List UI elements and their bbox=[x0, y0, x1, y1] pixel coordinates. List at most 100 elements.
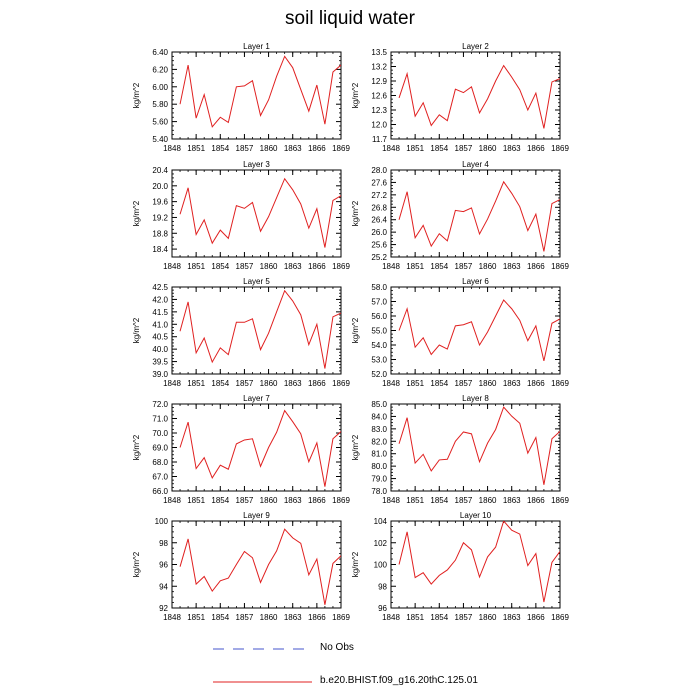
series-line-layer-10 bbox=[398, 521, 560, 603]
chart-title: soil liquid water bbox=[285, 8, 415, 29]
y-tick-label: 25.2 bbox=[371, 253, 387, 262]
x-tick-label: 1863 bbox=[284, 379, 302, 388]
x-tick-label: 1860 bbox=[260, 613, 278, 622]
x-tick-label: 1863 bbox=[284, 262, 302, 271]
x-tick-label: 1851 bbox=[187, 262, 205, 271]
y-axis-label: kg/m^2 bbox=[351, 317, 360, 343]
y-tick-label: 70.0 bbox=[152, 429, 168, 438]
y-tick-label: 100 bbox=[374, 561, 388, 570]
plot-frame bbox=[171, 403, 342, 492]
y-tick-label: 41.5 bbox=[152, 308, 168, 317]
x-tick-label: 1851 bbox=[187, 144, 205, 153]
x-tick-label: 1857 bbox=[236, 496, 254, 505]
series-line-layer-3 bbox=[179, 177, 341, 248]
series-line-layer-6 bbox=[398, 299, 560, 362]
plot-frame bbox=[171, 169, 342, 258]
x-tick-label: 1854 bbox=[211, 262, 229, 271]
y-tick-label: 40.5 bbox=[152, 333, 168, 342]
panel-title: Layer 3 bbox=[243, 160, 270, 169]
x-tick-label: 1854 bbox=[211, 379, 229, 388]
y-axis-label: kg/m^2 bbox=[351, 551, 360, 577]
x-tick-label: 1866 bbox=[527, 144, 545, 153]
x-tick-label: 1860 bbox=[479, 496, 497, 505]
y-tick-label: 68.0 bbox=[152, 458, 168, 467]
x-tick-label: 1869 bbox=[332, 496, 350, 505]
panel-title: Layer 9 bbox=[243, 511, 270, 520]
x-tick-label: 1866 bbox=[527, 379, 545, 388]
x-tick-label: 1863 bbox=[503, 613, 521, 622]
y-tick-label: 82.0 bbox=[371, 437, 387, 446]
x-tick-label: 1857 bbox=[455, 144, 473, 153]
plot-frame bbox=[390, 286, 561, 375]
x-tick-label: 1848 bbox=[163, 379, 181, 388]
panel-title: Layer 1 bbox=[243, 42, 270, 51]
x-tick-label: 1848 bbox=[163, 262, 181, 271]
y-tick-label: 13.5 bbox=[371, 48, 387, 57]
x-tick-label: 1851 bbox=[187, 379, 205, 388]
x-tick-label: 1851 bbox=[406, 496, 424, 505]
x-tick-label: 1848 bbox=[163, 144, 181, 153]
x-tick-label: 1851 bbox=[406, 613, 424, 622]
series-line-layer-8 bbox=[398, 406, 560, 485]
panel-layer-1: Layer 1 kg/m^2 1848 1851 1854 1857 1860 1863 186… bbox=[132, 42, 350, 153]
y-tick-label: 58.0 bbox=[371, 283, 387, 292]
x-tick-label: 1851 bbox=[187, 496, 205, 505]
series-line-layer-7 bbox=[179, 409, 341, 487]
x-tick-label: 1851 bbox=[406, 262, 424, 271]
x-tick-label: 1866 bbox=[308, 613, 326, 622]
panel-layer-7: Layer 7 kg/m^2 1848 1851 1854 1857 1860 1863 186… bbox=[132, 394, 350, 505]
panel-layer-8: Layer 8 kg/m^2 1848 1851 1854 1857 1860 1863 186… bbox=[351, 394, 569, 505]
x-tick-label: 1851 bbox=[406, 379, 424, 388]
y-tick-label: 79.0 bbox=[371, 475, 387, 484]
y-tick-label: 6.40 bbox=[152, 48, 168, 57]
y-tick-label: 52.0 bbox=[371, 370, 387, 379]
x-tick-label: 1860 bbox=[479, 144, 497, 153]
y-tick-label: 5.40 bbox=[152, 135, 168, 144]
legend-swatches bbox=[213, 648, 312, 683]
x-tick-label: 1860 bbox=[260, 379, 278, 388]
y-tick-label: 56.0 bbox=[371, 312, 387, 321]
plot-frame bbox=[171, 51, 342, 140]
x-tick-label: 1863 bbox=[503, 379, 521, 388]
x-tick-label: 1863 bbox=[503, 144, 521, 153]
y-axis-label: kg/m^2 bbox=[132, 82, 141, 108]
y-tick-label: 94 bbox=[159, 582, 168, 591]
y-tick-label: 66.0 bbox=[152, 487, 168, 496]
panel-title: Layer 4 bbox=[462, 160, 489, 169]
y-tick-label: 5.60 bbox=[152, 118, 168, 127]
y-tick-label: 39.5 bbox=[152, 358, 168, 367]
y-axis-label: kg/m^2 bbox=[132, 200, 141, 226]
panel-layer-2: Layer 2 kg/m^2 1848 1851 1854 1857 1860 1863 186… bbox=[351, 42, 569, 153]
y-tick-label: 92 bbox=[159, 604, 168, 613]
x-tick-label: 1857 bbox=[236, 613, 254, 622]
y-tick-label: 53.0 bbox=[371, 356, 387, 365]
legend: No Obs b.e20.BHIST.f09_g16.20thC.125.01 bbox=[200, 636, 540, 696]
y-tick-label: 26.0 bbox=[371, 228, 387, 237]
x-tick-label: 1860 bbox=[479, 613, 497, 622]
x-tick-label: 1863 bbox=[284, 613, 302, 622]
x-tick-label: 1869 bbox=[551, 496, 569, 505]
y-tick-label: 39.0 bbox=[152, 370, 168, 379]
panel-title: Layer 7 bbox=[243, 394, 270, 403]
x-tick-label: 1866 bbox=[308, 144, 326, 153]
panel-title: Layer 8 bbox=[462, 394, 489, 403]
y-axis-label: kg/m^2 bbox=[351, 434, 360, 460]
x-tick-label: 1854 bbox=[430, 379, 448, 388]
x-tick-label: 1854 bbox=[211, 496, 229, 505]
panel-layer-6: Layer 6 kg/m^2 1848 1851 1854 1857 1860 1863 186… bbox=[351, 277, 569, 388]
x-tick-label: 1857 bbox=[455, 262, 473, 271]
y-tick-label: 78.0 bbox=[371, 487, 387, 496]
x-tick-label: 1863 bbox=[503, 262, 521, 271]
x-tick-label: 1854 bbox=[430, 262, 448, 271]
y-tick-label: 6.00 bbox=[152, 83, 168, 92]
x-tick-label: 1863 bbox=[284, 496, 302, 505]
panel-title: Layer 2 bbox=[462, 42, 489, 51]
x-tick-label: 1866 bbox=[527, 262, 545, 271]
y-tick-label: 18.8 bbox=[152, 229, 168, 238]
series-line-layer-4 bbox=[398, 180, 560, 252]
y-tick-label: 96 bbox=[159, 561, 168, 570]
y-tick-label: 72.0 bbox=[152, 400, 168, 409]
x-tick-label: 1857 bbox=[236, 144, 254, 153]
y-tick-label: 20.4 bbox=[152, 166, 168, 175]
